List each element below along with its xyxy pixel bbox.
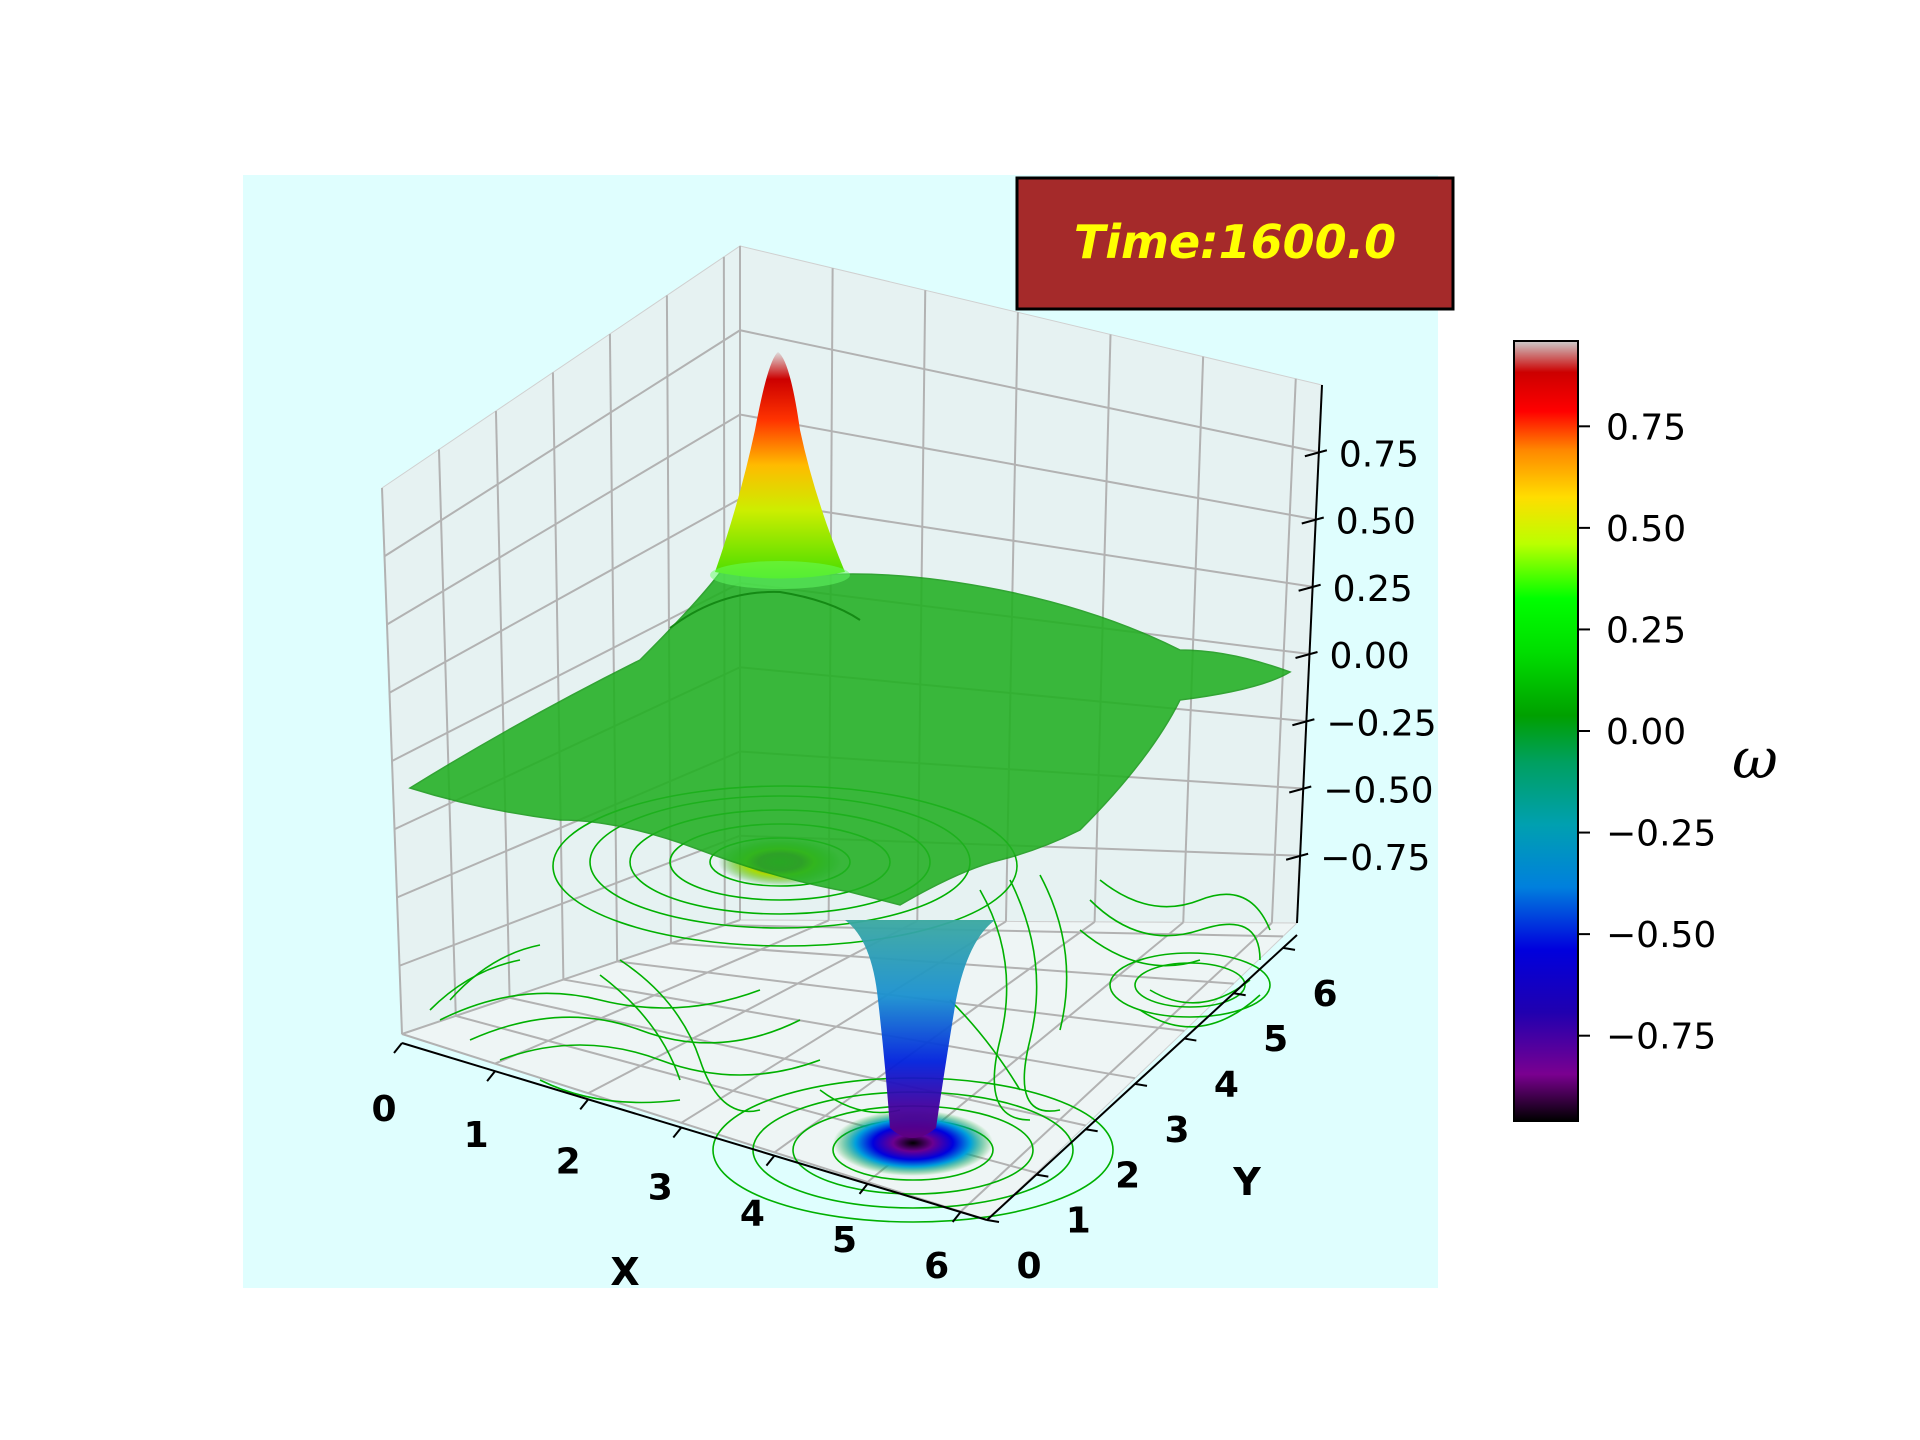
z-tick-mark: [1292, 718, 1315, 727]
surface-ridge: [669, 590, 861, 629]
colorbar-tick-label: −0.25: [1606, 814, 1716, 855]
x-tick-label: 5: [832, 1220, 857, 1261]
y-tick-label: 4: [1214, 1065, 1239, 1106]
z-tick-mark: [1295, 651, 1318, 659]
z-tick-mark: [1301, 516, 1325, 525]
x-axis-ticks: 0 1 2 3 4 5 6: [371, 1042, 962, 1287]
y-tick-label: 3: [1164, 1110, 1189, 1151]
colorbar-ticks: 0.75 0.50 0.25 0.00 −0.25 −0.50 −0.75: [1578, 407, 1716, 1058]
y-tick-mark: [1085, 1128, 1098, 1133]
grid-line: [383, 329, 1320, 558]
z-tick-label: 0.25: [1333, 569, 1413, 610]
grid-line: [509, 996, 1086, 1127]
y-axis-line: [986, 934, 1298, 1221]
grid-line: [563, 978, 1136, 1080]
x-tick-mark: [672, 1126, 683, 1139]
time-box: [1015, 176, 1455, 311]
z-tick-label: −0.50: [1323, 771, 1433, 812]
z-tick-label: −0.25: [1326, 703, 1436, 744]
x-tick-label: 3: [648, 1168, 673, 1209]
x-axis-label: X: [610, 1250, 639, 1294]
x-tick-label: 4: [740, 1194, 765, 1235]
y-tick-label: 6: [1312, 974, 1337, 1015]
z-tick-mark: [1288, 785, 1312, 794]
x-tick-label: 0: [371, 1089, 396, 1130]
grid-line: [587, 920, 918, 1095]
colorbar-tick-label: −0.50: [1606, 915, 1716, 956]
z-tick-mark: [1304, 449, 1328, 458]
x-tick-label: 1: [464, 1115, 489, 1156]
x-tick-mark: [393, 1042, 403, 1054]
grid-line: [959, 922, 1273, 1213]
colorbar-tick-label: 0.25: [1606, 610, 1686, 651]
grid-line: [401, 1033, 988, 1221]
y-tick-label: 0: [1016, 1246, 1041, 1287]
z-tick-label: 0.75: [1339, 434, 1419, 475]
y-tick-mark: [986, 1219, 1000, 1223]
time-label: Time:1600.0: [1074, 215, 1396, 269]
y-tick-mark: [1184, 1037, 1197, 1042]
y-tick-mark: [1134, 1082, 1148, 1087]
z-tick-label: 0.00: [1330, 636, 1410, 677]
y-tick-label: 2: [1115, 1155, 1140, 1196]
x-tick-mark: [951, 1211, 962, 1223]
z-tick-label: 0.50: [1336, 502, 1416, 543]
peak-surface: [715, 352, 845, 579]
y-tick-mark: [1282, 946, 1296, 951]
grid-line: [401, 919, 741, 1035]
y-tick-mark: [1233, 992, 1246, 997]
x-tick-mark: [858, 1183, 869, 1195]
y-tick-label: 1: [1066, 1201, 1091, 1242]
z-axis-ticks: 0.75 0.50 0.25 0.00 −0.25 −0.50 −0.75: [1285, 434, 1437, 879]
x-tick-mark: [486, 1070, 496, 1082]
x-axis-line: [401, 1042, 988, 1221]
z-tick-label: −0.75: [1320, 838, 1430, 879]
x-tick-mark: [579, 1098, 589, 1110]
y-tick-mark: [1036, 1173, 1049, 1178]
z-tick-mark: [1298, 583, 1321, 592]
peak-base-glow: [710, 561, 850, 589]
grid-line: [494, 919, 830, 1065]
grid-line: [386, 413, 1316, 626]
x-tick-label: 6: [924, 1246, 949, 1287]
x-tick-mark: [765, 1155, 776, 1167]
colorbar-tick-label: 0.00: [1606, 712, 1686, 753]
negative-vortex-contour: [833, 1110, 993, 1176]
y-axis-label: Y: [1232, 1160, 1261, 1204]
colorbar-tick-label: 0.75: [1606, 407, 1686, 448]
trough-surface: [845, 920, 995, 1138]
colorbar-label: ω: [1732, 727, 1778, 792]
colorbar-tick-label: 0.50: [1606, 509, 1686, 550]
colorbar-tick-label: −0.75: [1606, 1017, 1716, 1058]
y-tick-label: 5: [1263, 1019, 1288, 1060]
colorbar: [1513, 340, 1579, 1122]
x-tick-label: 2: [556, 1141, 581, 1182]
z-tick-mark: [1285, 852, 1309, 861]
streamlines: [429, 785, 1271, 1223]
